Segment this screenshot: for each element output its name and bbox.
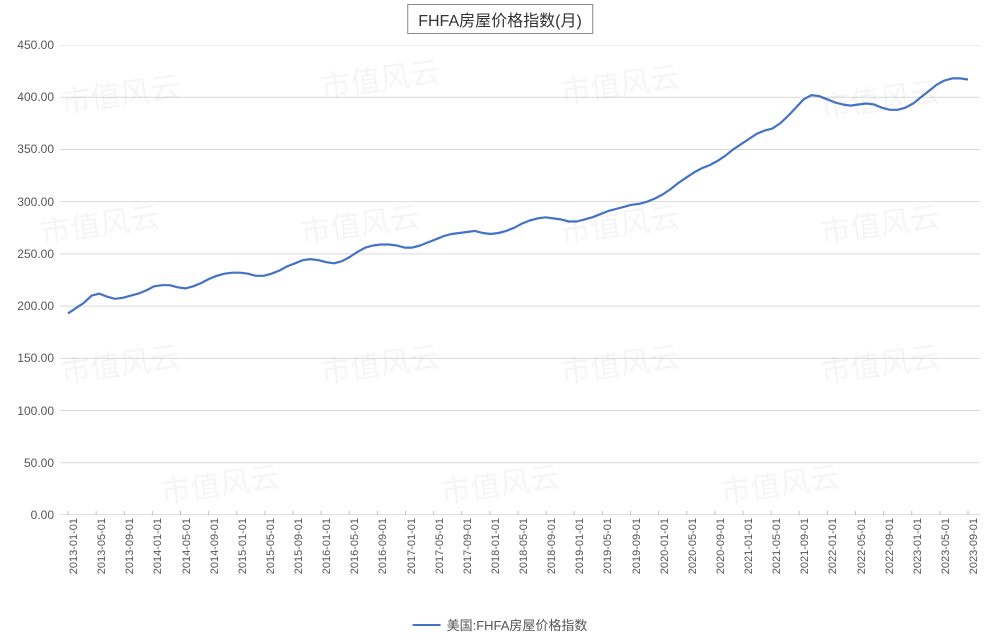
x-tick-label: 2015-01-01 — [237, 518, 249, 574]
x-tick-label: 2016-05-01 — [349, 518, 361, 574]
x-tick-label: 2019-01-01 — [574, 518, 586, 574]
x-tick-label: 2018-09-01 — [546, 518, 558, 574]
x-tick-label: 2016-09-01 — [377, 518, 389, 574]
x-tick-label: 2017-05-01 — [434, 518, 446, 574]
x-tick-label: 2018-05-01 — [518, 518, 530, 574]
x-tick-label: 2016-01-01 — [321, 518, 333, 574]
x-tick-label: 2020-05-01 — [687, 518, 699, 574]
line-chart: FHFA房屋价格指数(月) 0.00 50.00 100.00 150.00 200.0… — [0, 0, 1000, 640]
x-tick-label: 2014-01-01 — [152, 518, 164, 574]
y-tick-label: 200.00 — [17, 299, 54, 313]
y-tick-label: 350.00 — [17, 142, 54, 156]
legend: 美国:FHFA房屋价格指数 — [413, 615, 588, 634]
x-tick-label: 2021-05-01 — [771, 518, 783, 574]
x-tick-label: 2019-05-01 — [602, 518, 614, 574]
y-tick-label: 0.00 — [31, 508, 54, 522]
x-tick-label: 2023-05-01 — [940, 518, 952, 574]
y-axis: 0.0050.00100.00150.00200.00250.00300.003… — [0, 45, 58, 515]
series-line — [68, 78, 968, 313]
x-tick-label: 2013-01-01 — [68, 518, 80, 574]
x-tick-label: 2021-09-01 — [799, 518, 811, 574]
x-tick-label: 2022-05-01 — [856, 518, 868, 574]
y-tick-label: 300.00 — [17, 195, 54, 209]
x-tick-label: 2022-01-01 — [827, 518, 839, 574]
x-tick-label: 2018-01-01 — [490, 518, 502, 574]
y-tick-label: 50.00 — [24, 456, 54, 470]
x-tick-label: 2014-05-01 — [181, 518, 193, 574]
x-tick-label: 2020-01-01 — [659, 518, 671, 574]
x-tick-label: 2015-05-01 — [265, 518, 277, 574]
x-tick-label: 2017-01-01 — [406, 518, 418, 574]
x-tick-label: 2015-09-01 — [293, 518, 305, 574]
chart-title: FHFA房屋价格指数(月) — [407, 4, 593, 34]
x-tick-label: 2023-01-01 — [912, 518, 924, 574]
y-tick-label: 450.00 — [17, 38, 54, 52]
y-tick-label: 150.00 — [17, 351, 54, 365]
legend-label: 美国:FHFA房屋价格指数 — [447, 615, 588, 634]
x-tick-label: 2022-09-01 — [884, 518, 896, 574]
x-tick-label: 2019-09-01 — [631, 518, 643, 574]
x-tick-label: 2020-09-01 — [715, 518, 727, 574]
legend-swatch — [413, 624, 441, 626]
y-tick-label: 100.00 — [17, 404, 54, 418]
plot-area — [60, 45, 980, 515]
x-tick-label: 2013-05-01 — [96, 518, 108, 574]
y-tick-label: 250.00 — [17, 247, 54, 261]
x-tick-label: 2013-09-01 — [124, 518, 136, 574]
x-tick-label: 2017-09-01 — [462, 518, 474, 574]
chart-svg — [60, 45, 980, 515]
x-tick-label: 2021-01-01 — [743, 518, 755, 574]
x-tick-label: 2023-09-01 — [968, 518, 980, 574]
x-axis: 2013-01-01 2013-05-01 2013-09-01 2014-01-01… — [60, 518, 980, 608]
x-tick-label: 2014-09-01 — [209, 518, 221, 574]
y-tick-label: 400.00 — [17, 90, 54, 104]
